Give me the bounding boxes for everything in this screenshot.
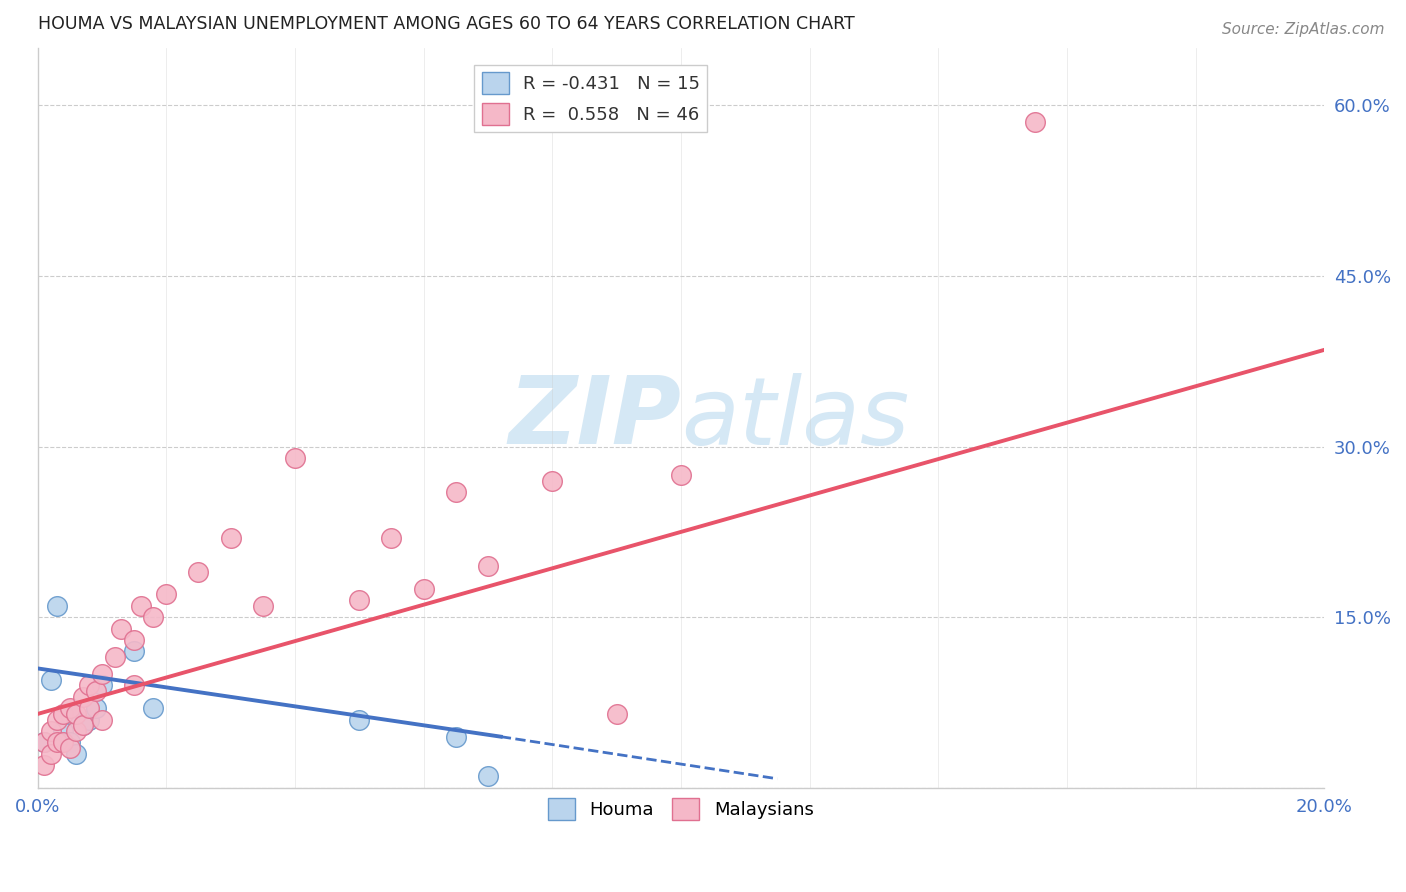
Point [59, 735, 82, 749]
Point [104, 650, 127, 665]
Point [122, 644, 145, 658]
Point [77, 713, 100, 727]
Point [110, 622, 132, 636]
Point [52, 706, 75, 721]
Text: HOUMA VS MALAYSIAN UNEMPLOYMENT AMONG AGES 60 TO 64 YEARS CORRELATION CHART: HOUMA VS MALAYSIAN UNEMPLOYMENT AMONG AG… [38, 15, 855, 33]
Point [72, 718, 94, 732]
Point [84, 701, 107, 715]
Point [187, 565, 209, 579]
Point [142, 610, 165, 624]
Point [91, 713, 114, 727]
Point [412, 582, 434, 596]
Point [72, 690, 94, 704]
Point [52, 723, 75, 738]
Point [444, 485, 467, 500]
Point [72, 718, 94, 732]
Point [32, 758, 55, 772]
Point [606, 706, 628, 721]
Text: atlas: atlas [681, 373, 910, 464]
Point [444, 730, 467, 744]
Point [65, 723, 87, 738]
Point [59, 701, 82, 715]
Point [65, 747, 87, 761]
Point [129, 599, 152, 613]
Point [77, 701, 100, 715]
Point [142, 701, 165, 715]
Point [46, 735, 69, 749]
Point [77, 678, 100, 692]
Point [39, 673, 62, 687]
Legend: Houma, Malaysians: Houma, Malaysians [541, 790, 821, 827]
Point [46, 599, 69, 613]
Point [477, 559, 499, 574]
Point [219, 531, 242, 545]
Point [32, 735, 55, 749]
Point [39, 747, 62, 761]
Point [52, 735, 75, 749]
Point [284, 450, 307, 465]
Point [541, 474, 564, 488]
Text: Source: ZipAtlas.com: Source: ZipAtlas.com [1222, 22, 1385, 37]
Point [59, 741, 82, 756]
Point [1024, 115, 1046, 129]
Point [91, 667, 114, 681]
Point [477, 770, 499, 784]
Point [252, 599, 274, 613]
Point [669, 468, 692, 483]
Point [46, 713, 69, 727]
Point [39, 723, 62, 738]
Point [349, 593, 371, 607]
Point [32, 735, 55, 749]
Point [59, 706, 82, 721]
Text: ZIP: ZIP [508, 372, 681, 464]
Point [91, 678, 114, 692]
Point [155, 587, 177, 601]
Point [380, 531, 402, 545]
Point [65, 706, 87, 721]
Point [122, 678, 145, 692]
Point [349, 713, 371, 727]
Point [122, 632, 145, 647]
Point [84, 684, 107, 698]
